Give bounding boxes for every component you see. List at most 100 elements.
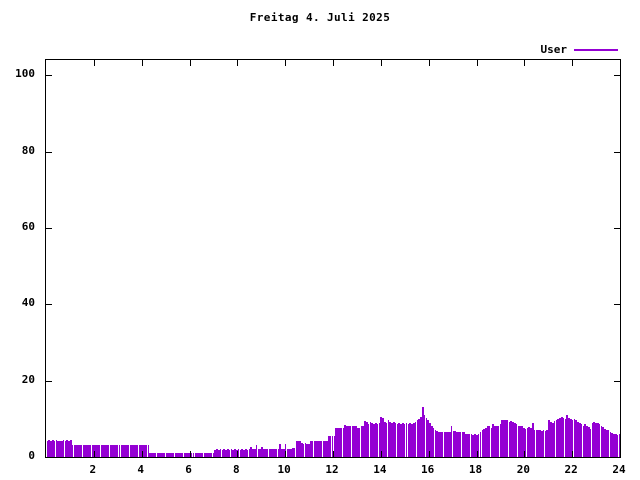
bar (568, 418, 570, 457)
bar (479, 431, 482, 457)
bar (338, 428, 341, 457)
bar (48, 440, 50, 457)
bar (548, 420, 550, 457)
bar (375, 422, 377, 457)
x-axis-tick (141, 451, 143, 457)
bar (593, 421, 596, 457)
x-axis-label: 20 (516, 463, 530, 476)
bar (194, 453, 197, 457)
bar (217, 449, 220, 457)
bar (541, 431, 543, 457)
bar (454, 431, 457, 457)
bar (136, 444, 139, 457)
bar (138, 445, 141, 457)
bar (301, 443, 303, 457)
x-axis-tick-top (620, 60, 621, 66)
bar (483, 428, 485, 457)
y-axis-tick-right (614, 151, 620, 153)
bar (201, 453, 204, 457)
bar (333, 436, 336, 457)
bar (566, 415, 568, 457)
bar (443, 431, 446, 457)
bar (369, 421, 372, 457)
bar (616, 434, 619, 457)
bar (523, 428, 525, 457)
bar (268, 449, 271, 457)
bar (459, 431, 462, 457)
bar (597, 422, 599, 457)
bar (270, 449, 272, 457)
bar (349, 425, 352, 457)
bar (64, 440, 67, 457)
bar (546, 430, 549, 457)
bar (494, 425, 496, 457)
bar (97, 444, 99, 457)
x-axis-tick (524, 451, 526, 457)
bar (468, 434, 471, 457)
bar (490, 428, 493, 457)
bar (364, 421, 366, 457)
bar (291, 448, 294, 457)
bar (50, 440, 52, 457)
bar (169, 453, 171, 457)
bar (234, 449, 236, 457)
y-axis-label: 80 (21, 143, 35, 157)
bar (282, 448, 285, 457)
bar (611, 433, 614, 457)
bar (396, 424, 399, 457)
bar (131, 445, 133, 457)
bar (73, 445, 76, 457)
bar (127, 445, 130, 457)
bar (118, 444, 121, 457)
bar (145, 445, 148, 457)
bar (140, 444, 142, 457)
plot-area (45, 59, 621, 458)
bar (60, 440, 63, 457)
bar (607, 430, 610, 457)
bar (551, 422, 554, 457)
bar (66, 440, 68, 457)
bar (203, 453, 206, 457)
bar (589, 428, 592, 457)
bar (281, 448, 283, 457)
bar (236, 449, 238, 457)
bar (449, 432, 451, 457)
bar (351, 426, 354, 457)
bar (122, 444, 124, 457)
y-axis-label: 60 (21, 219, 35, 233)
bar (416, 420, 419, 457)
bar (86, 444, 88, 457)
bar (604, 428, 606, 457)
bar (439, 431, 442, 457)
bar (436, 431, 438, 457)
bar (495, 426, 498, 457)
bar (53, 440, 56, 457)
bar (167, 453, 170, 457)
bar (450, 426, 453, 457)
bar (524, 428, 527, 457)
bar (196, 453, 198, 457)
bar (412, 422, 415, 457)
bar (447, 431, 449, 457)
bar (378, 422, 381, 457)
x-axis-tick-top (428, 60, 430, 66)
bar (347, 426, 350, 457)
bar (544, 431, 547, 457)
bar (208, 453, 211, 457)
bar (212, 453, 215, 457)
bar (492, 424, 494, 457)
bar (185, 453, 188, 457)
x-axis-label: 12 (325, 463, 339, 476)
bar (152, 453, 155, 457)
bar (418, 418, 420, 457)
chart-legend: User (541, 43, 618, 56)
bar (158, 453, 160, 457)
bar (463, 431, 466, 457)
y-axis-tick-right (614, 457, 620, 458)
bar (311, 440, 314, 457)
bar (319, 440, 321, 457)
bar (532, 423, 534, 457)
bar (385, 422, 388, 457)
bar (342, 428, 345, 457)
bar (228, 449, 231, 457)
